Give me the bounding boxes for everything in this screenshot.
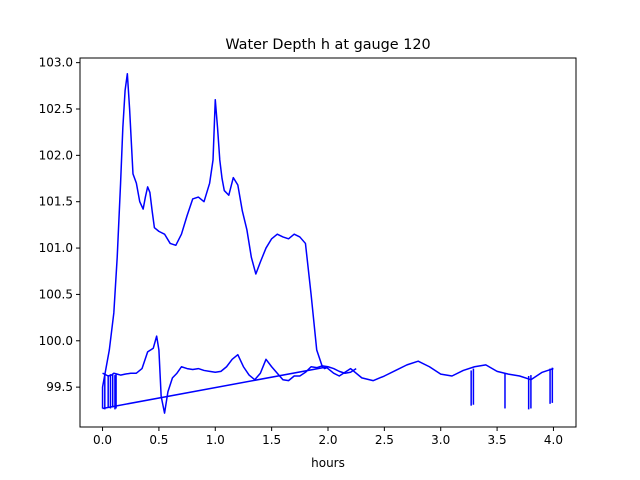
y-tick-label: 102.0 [39, 148, 73, 162]
x-tick-label: 3.5 [488, 433, 507, 447]
x-axis-ticks: 0.0 0.5 1.0 1.5 2.0 2.5 3.0 3.5 4.0 [93, 427, 563, 447]
series-line-1 [101, 73, 554, 409]
x-tick-label: 3.0 [431, 433, 450, 447]
x-tick-label: 1.0 [206, 433, 225, 447]
series-line-2 [102, 335, 357, 414]
x-tick-label: 0.5 [149, 433, 168, 447]
series-line-3 [102, 366, 329, 410]
y-tick-label: 99.5 [46, 380, 73, 394]
y-tick-label: 100.0 [39, 334, 73, 348]
y-tick-label: 102.5 [39, 102, 73, 116]
data-lines [101, 73, 554, 414]
x-tick-label: 4.0 [544, 433, 563, 447]
y-tick-label: 101.5 [39, 195, 73, 209]
y-axis-ticks: 99.5 100.0 100.5 101.0 101.5 102.0 102.5 103.0 [39, 56, 80, 394]
x-axis-label: hours [311, 456, 345, 470]
plot-area: 0.0 0.5 1.0 1.5 2.0 2.5 3.0 3.5 4.0 99.5 100.0 100… [39, 56, 577, 447]
x-tick-label: 2.0 [318, 433, 337, 447]
y-tick-label: 103.0 [39, 56, 73, 70]
y-tick-label: 100.5 [39, 287, 73, 301]
chart-title: Water Depth h at gauge 120 [225, 37, 430, 53]
x-tick-label: 2.5 [375, 433, 394, 447]
y-tick-label: 101.0 [39, 241, 73, 255]
x-tick-label: 1.5 [262, 433, 281, 447]
x-tick-label: 0.0 [93, 433, 112, 447]
